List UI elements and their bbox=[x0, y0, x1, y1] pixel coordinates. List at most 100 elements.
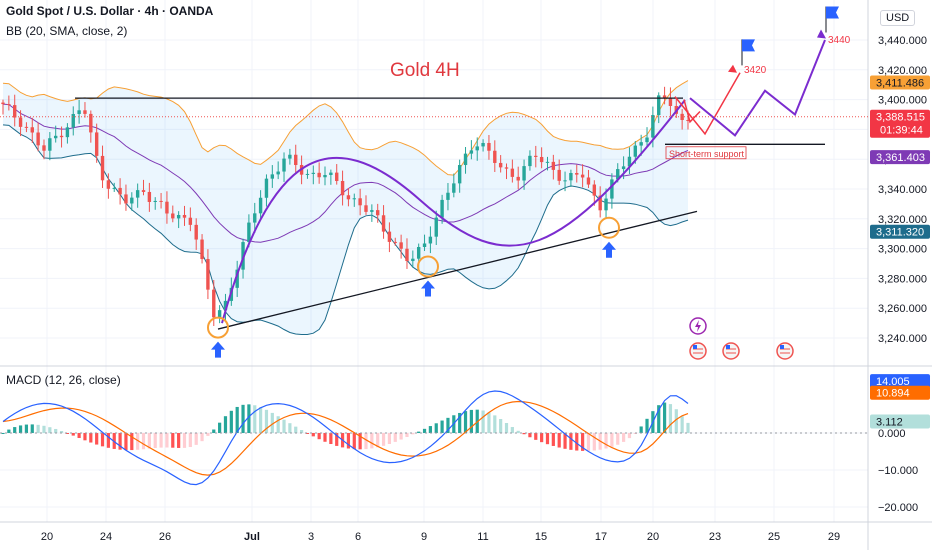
candle-body bbox=[270, 174, 275, 179]
candle-body bbox=[680, 113, 684, 121]
candle-body bbox=[18, 117, 23, 127]
time-tick-label: 17 bbox=[595, 531, 607, 543]
macd-histogram-bar bbox=[165, 433, 169, 448]
us-event-icon-canton bbox=[780, 345, 784, 349]
candle-body bbox=[610, 179, 614, 199]
price-tick-label: 3,400.000 bbox=[878, 95, 927, 107]
candle-body bbox=[335, 172, 339, 181]
candle-body bbox=[393, 241, 397, 243]
time-tick-label: 26 bbox=[159, 531, 171, 543]
macd-histogram-bar bbox=[358, 433, 362, 450]
time-tick-label: 3 bbox=[308, 531, 314, 543]
macd-histogram-bar bbox=[446, 417, 450, 433]
macd-tick-label: −20.000 bbox=[878, 502, 918, 514]
candle-body bbox=[77, 110, 81, 114]
macd-histogram-bar bbox=[563, 433, 567, 449]
basis-text: 3,361.403 bbox=[876, 152, 925, 164]
macd-histogram-bar bbox=[89, 433, 93, 443]
candle-body bbox=[1, 102, 5, 105]
macd-histogram-bar bbox=[540, 433, 544, 443]
candle-body bbox=[493, 150, 497, 163]
countdown-text: 01:39:44 bbox=[880, 125, 923, 137]
bb-fill bbox=[3, 80, 688, 335]
time-tick-label: 23 bbox=[709, 531, 721, 543]
candle-body bbox=[42, 145, 46, 151]
macd-tick-label: −10.000 bbox=[878, 465, 918, 477]
macd-histogram-bar bbox=[42, 425, 46, 433]
macd-histogram-bar bbox=[106, 433, 110, 448]
candle-body bbox=[551, 161, 556, 170]
macd-histogram-bar bbox=[223, 416, 228, 433]
candle-body bbox=[7, 104, 11, 106]
candle-body bbox=[522, 166, 526, 181]
macd-histogram-bar bbox=[329, 433, 333, 445]
candle-body bbox=[194, 224, 198, 240]
macd-histogram-bar bbox=[54, 428, 58, 433]
candle-body bbox=[592, 184, 597, 196]
candle-body bbox=[487, 142, 491, 151]
flag-icon bbox=[826, 6, 839, 19]
macd-signal-line bbox=[2, 400, 689, 476]
macd-histogram-bar bbox=[241, 404, 245, 433]
macd-histogram-bar bbox=[83, 433, 87, 441]
macd-histogram-bar bbox=[604, 433, 608, 449]
bb-indicator-label[interactable]: BB (20, SMA, close, 2) bbox=[6, 24, 128, 38]
candle-body bbox=[212, 289, 216, 318]
macd-histogram-bar bbox=[405, 433, 409, 438]
candle-body bbox=[463, 153, 468, 166]
projection-path-purple bbox=[689, 39, 826, 137]
macd-histogram-bar bbox=[229, 410, 233, 433]
candle-body bbox=[311, 172, 315, 174]
up-arrow-icon bbox=[211, 341, 225, 358]
macd-histogram-bar bbox=[36, 424, 40, 433]
macd-tick-label: 0.000 bbox=[878, 428, 906, 440]
macd-histogram-bar bbox=[534, 433, 538, 440]
macd-histogram-bar bbox=[575, 433, 579, 451]
up-arrow-icon bbox=[602, 241, 616, 258]
candle-body bbox=[528, 155, 532, 167]
macd-histogram-bar bbox=[645, 418, 649, 433]
candle-body bbox=[83, 110, 87, 114]
macd-histogram-bar bbox=[188, 433, 192, 448]
macd-histogram-bar bbox=[346, 433, 351, 449]
time-tick-label: 24 bbox=[100, 531, 112, 543]
candle-body bbox=[621, 166, 626, 170]
bb-upper-line bbox=[2, 80, 689, 176]
bb-lower-line bbox=[2, 124, 689, 335]
macd-histogram-bar bbox=[1, 433, 5, 434]
projection-path-red-short bbox=[683, 99, 701, 124]
candle-body bbox=[200, 239, 204, 260]
signal-value-badge bbox=[870, 385, 930, 400]
candle-body bbox=[469, 150, 474, 154]
candle-body bbox=[580, 174, 585, 178]
candle-body bbox=[217, 310, 222, 318]
swing-low-circle bbox=[417, 255, 439, 278]
candle-body bbox=[516, 176, 520, 181]
candle-body bbox=[586, 177, 591, 185]
candle-body bbox=[59, 135, 64, 138]
candle-body bbox=[627, 156, 632, 167]
macd-histogram-bar bbox=[411, 433, 415, 435]
macd-histogram-bar bbox=[24, 424, 29, 433]
candle-body bbox=[657, 95, 661, 116]
candle-body bbox=[141, 190, 146, 192]
candle-body bbox=[182, 214, 187, 218]
candle-body bbox=[405, 248, 409, 262]
candle-body bbox=[317, 172, 321, 178]
candle-body bbox=[223, 300, 228, 311]
macd-histogram-bar bbox=[206, 433, 210, 436]
macd-histogram-bar bbox=[668, 404, 673, 433]
upper-band-text: 3,411.486 bbox=[876, 77, 924, 89]
macd-histogram-bar bbox=[417, 431, 421, 433]
flag-icon bbox=[742, 39, 755, 52]
candle-body bbox=[288, 154, 292, 159]
rounded-bottom-curve bbox=[221, 99, 686, 324]
macd-indicator-label[interactable]: MACD (12, 26, close) bbox=[6, 373, 121, 387]
macd-histogram-bar bbox=[13, 427, 17, 433]
macd-histogram-bar bbox=[159, 433, 163, 448]
macd-histogram-bar bbox=[481, 410, 485, 433]
macd-histogram-bar bbox=[364, 433, 368, 450]
candle-body bbox=[65, 127, 70, 138]
currency-button[interactable]: USD bbox=[880, 10, 916, 26]
